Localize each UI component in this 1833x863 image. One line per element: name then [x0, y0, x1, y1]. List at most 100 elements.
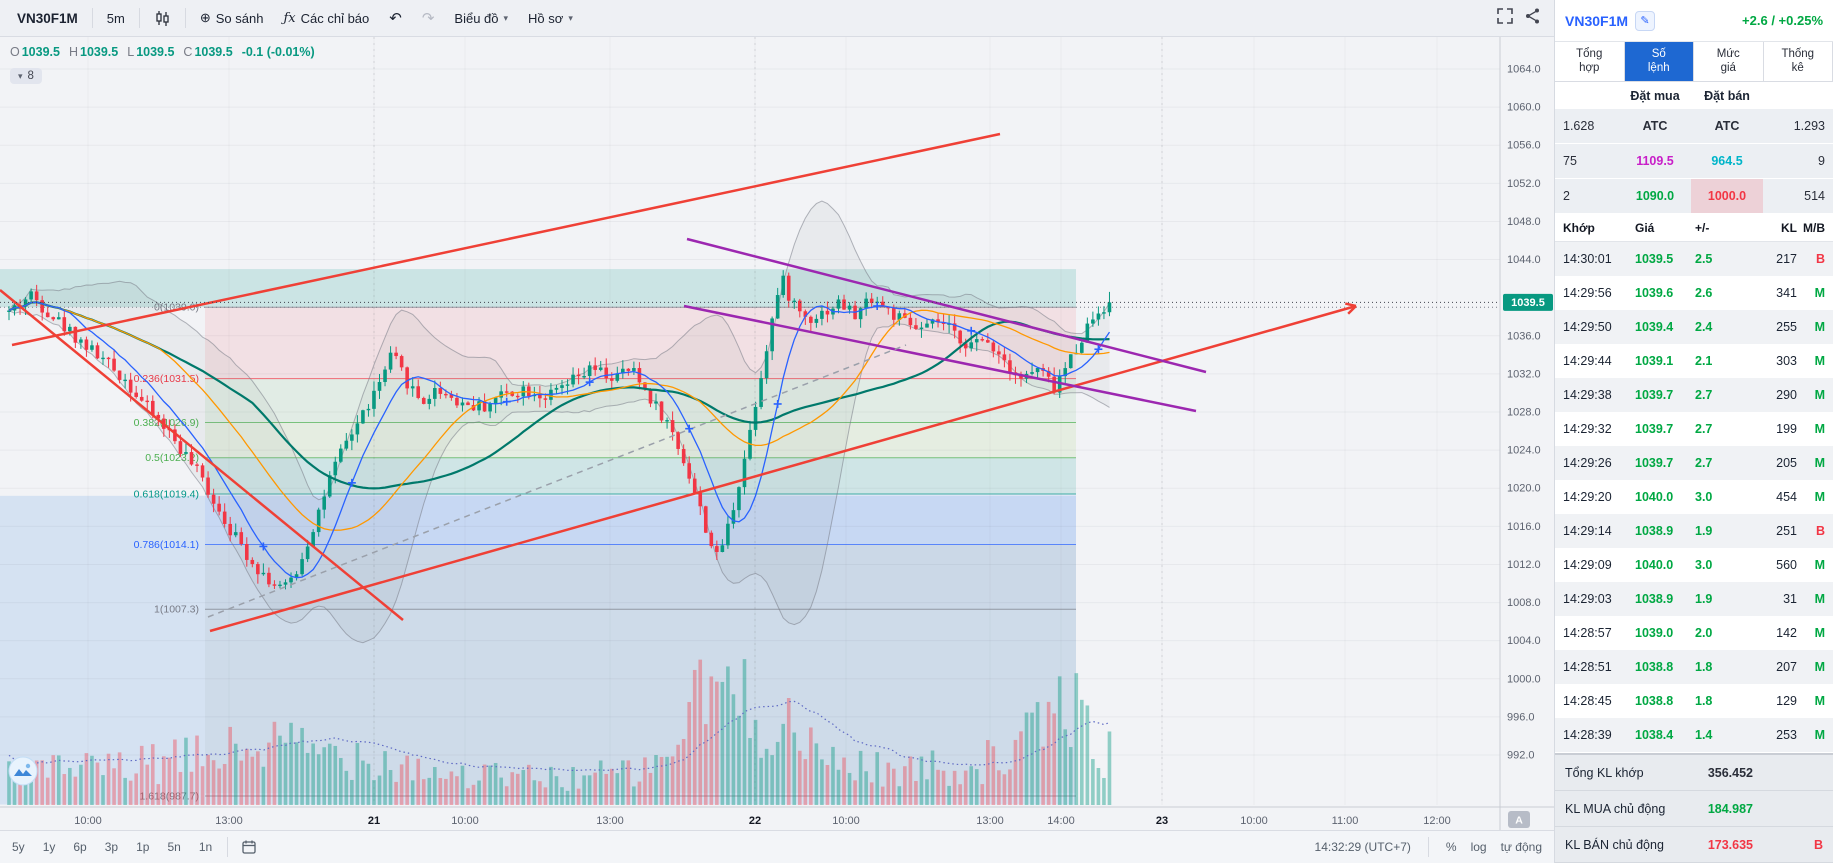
order-book-row[interactable]: 75 1109.5 964.5 9 — [1555, 144, 1833, 178]
panel-change: +2.6 / +0.25% — [1742, 13, 1823, 28]
svg-text:23: 23 — [1156, 815, 1168, 827]
edit-symbol-button[interactable]: ✎ — [1635, 10, 1656, 31]
trade-row[interactable]: 14:30:01 1039.5 2.5 217 B — [1555, 242, 1833, 276]
trade-row[interactable]: 14:29:14 1038.9 1.9 251 B — [1555, 514, 1833, 548]
trade-time: 14:29:26 — [1563, 456, 1612, 470]
chart-area[interactable]: 0(1039.0)0.236(1031.5)0.382(1026.9)0.5(1… — [0, 37, 1554, 830]
trade-price: 1038.8 — [1635, 660, 1674, 674]
auto-scale-button[interactable]: tự động — [1500, 840, 1542, 854]
symbol-button[interactable]: VN30F1M — [8, 7, 87, 30]
trade-volume: 560 — [1776, 558, 1797, 572]
tab-3[interactable]: Thống kê — [1763, 42, 1833, 81]
broker-logo[interactable] — [8, 756, 38, 786]
chart-canvas[interactable]: 0(1039.0)0.236(1031.5)0.382(1026.9)0.5(1… — [0, 37, 1554, 830]
trade-side: M — [1814, 660, 1825, 674]
svg-text:14:00: 14:00 — [1047, 815, 1075, 827]
trade-change: 2.5 — [1695, 252, 1713, 266]
goto-date-button[interactable] — [241, 839, 257, 855]
svg-text:13:00: 13:00 — [215, 815, 243, 827]
trade-row[interactable]: 14:29:44 1039.1 2.1 303 M — [1555, 344, 1833, 378]
trade-price: 1038.9 — [1635, 592, 1674, 606]
trade-volume: 290 — [1776, 388, 1797, 402]
range-button-3p[interactable]: 3p — [104, 840, 119, 854]
range-button-6p[interactable]: 6p — [73, 840, 87, 854]
range-button-5n[interactable]: 5n — [167, 840, 181, 854]
trade-row[interactable]: 14:29:03 1038.9 1.9 31 M — [1555, 582, 1833, 616]
tab-1[interactable]: Số lệnh — [1624, 42, 1694, 81]
redo-button[interactable]: ↷ — [413, 7, 444, 30]
undo-button[interactable]: ↶ — [380, 7, 411, 30]
trade-row[interactable]: 14:29:09 1040.0 3.0 560 M — [1555, 548, 1833, 582]
panel-symbol: VN30F1M — [1565, 12, 1629, 29]
ask-volume: 9 — [1818, 154, 1825, 168]
trade-time: 14:28:57 — [1563, 626, 1612, 640]
compare-icon: ⊕ — [199, 10, 211, 25]
trade-table-header: Khớp Giá +/- KL M/B — [1555, 214, 1833, 242]
trade-time: 14:29:09 — [1563, 558, 1612, 572]
trade-row[interactable]: 14:29:50 1039.4 2.4 255 M — [1555, 310, 1833, 344]
trade-row[interactable]: 14:28:57 1039.0 2.0 142 M — [1555, 616, 1833, 650]
trade-side: B — [1815, 524, 1825, 538]
trade-price: 1038.4 — [1635, 728, 1674, 742]
svg-text:0.5(1023.2): 0.5(1023.2) — [145, 452, 199, 464]
trade-change: 1.9 — [1695, 592, 1713, 606]
trade-row[interactable]: 14:29:20 1040.0 3.0 454 M — [1555, 480, 1833, 514]
tab-label: Số lệnh — [1647, 47, 1670, 74]
svg-text:0.786(1014.1): 0.786(1014.1) — [134, 539, 199, 551]
trade-price: 1040.0 — [1635, 558, 1674, 572]
ask-header: Đặt bán — [1704, 88, 1750, 103]
svg-text:1004.0: 1004.0 — [1507, 635, 1541, 647]
fullscreen-button[interactable] — [1496, 7, 1514, 30]
indicators-button[interactable]: ƒx Các chỉ báo — [274, 7, 378, 30]
trade-price: 1038.9 — [1635, 524, 1674, 538]
trade-time: 14:29:14 — [1563, 524, 1612, 538]
svg-text:1064.0: 1064.0 — [1507, 64, 1541, 76]
trade-side: M — [1814, 558, 1825, 572]
indicators-icon: ƒx — [283, 10, 296, 26]
interval-button[interactable]: 5m — [98, 7, 134, 30]
trade-row[interactable]: 14:29:26 1039.7 2.7 205 M — [1555, 446, 1833, 480]
tab-0[interactable]: Tổng hợp — [1555, 42, 1625, 81]
summary-label: KL MUA chủ động — [1565, 801, 1666, 816]
trade-row[interactable]: 14:29:56 1039.6 2.6 341 M — [1555, 276, 1833, 310]
trade-row[interactable]: 14:28:45 1038.8 1.8 129 M — [1555, 684, 1833, 718]
trade-change: 3.0 — [1695, 558, 1713, 572]
svg-text:1008.0: 1008.0 — [1507, 597, 1541, 609]
range-button-5y[interactable]: 5y — [12, 840, 25, 854]
range-button-1p[interactable]: 1p — [136, 840, 150, 854]
trade-side: M — [1814, 456, 1825, 470]
chart-style-button[interactable] — [145, 6, 180, 31]
trade-price: 1040.0 — [1635, 490, 1674, 504]
trade-side: M — [1814, 728, 1825, 742]
trade-volume: 129 — [1776, 694, 1797, 708]
trade-col-header: M/B — [1803, 220, 1825, 235]
trade-volume: 255 — [1776, 320, 1797, 334]
chart-menu-button[interactable]: Biểu đồ ▾ — [445, 7, 517, 30]
trade-row[interactable]: 14:28:51 1038.8 1.8 207 M — [1555, 650, 1833, 684]
ask-price: ATC — [1714, 119, 1740, 133]
percent-scale-button[interactable]: % — [1445, 840, 1457, 854]
trade-price: 1039.0 — [1635, 626, 1674, 640]
range-button-1n[interactable]: 1n — [198, 840, 213, 854]
tab-2[interactable]: Mức giá — [1694, 42, 1764, 81]
log-scale-button[interactable]: log — [1470, 840, 1487, 854]
indicators-collapsed-pill[interactable]: ▾ 8 — [10, 68, 42, 84]
chart-menu-label: Biểu đồ — [454, 10, 499, 26]
profile-menu-button[interactable]: Hồ sơ ▾ — [519, 7, 582, 30]
share-button[interactable] — [1524, 7, 1542, 30]
order-book-row[interactable]: 2 1090.0 1000.0 514 — [1555, 179, 1833, 213]
compare-button[interactable]: ⊕ So sánh — [191, 6, 273, 30]
svg-text:1(1007.3): 1(1007.3) — [154, 604, 199, 616]
panel-header: VN30F1M ✎ +2.6 / +0.25% — [1555, 0, 1833, 42]
trade-row[interactable]: 14:29:32 1039.7 2.7 199 M — [1555, 412, 1833, 446]
bid-header: Đặt mua — [1630, 88, 1680, 103]
trade-list: 14:30:01 1039.5 2.5 217 B 14:29:56 1039.6 2.6 34… — [1555, 242, 1833, 753]
panel-tabs: Tổng hợp Số lệnh Mức giá Thống kê — [1555, 42, 1833, 82]
chart-bottom-toolbar: 5y 1y 6p 3p 1p 5n 1n 14:32:29 (UTC+7) % log tự… — [0, 830, 1554, 863]
range-button-1y[interactable]: 1y — [42, 840, 56, 854]
trade-row[interactable]: 14:29:38 1039.7 2.7 290 M — [1555, 378, 1833, 412]
svg-text:1044.0: 1044.0 — [1507, 254, 1541, 266]
order-book-row[interactable]: 1.628 ATC ATC 1.293 — [1555, 109, 1833, 143]
trade-row[interactable]: 14:28:39 1038.4 1.4 253 M — [1555, 718, 1833, 752]
svg-text:22: 22 — [749, 815, 761, 827]
